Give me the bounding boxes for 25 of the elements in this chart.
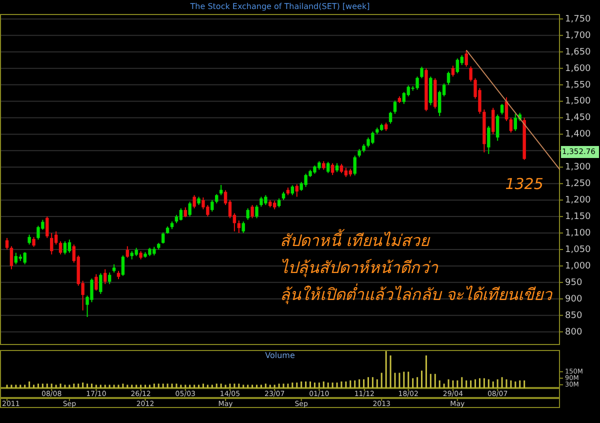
y-tick-label: 950 [565, 278, 582, 288]
y-tick-label: 900 [565, 294, 582, 304]
y-tick-label: 1,500 [565, 96, 592, 107]
y-tick-label: 1,000 [565, 261, 592, 272]
y-tick-label: 1,150 [565, 212, 592, 222]
y-tick-label: 850 [565, 310, 582, 321]
y-tick-label: 1,600 [565, 64, 592, 74]
y-tick-label: 1,750 [565, 14, 592, 24]
y-tick-label: 1,450 [565, 113, 592, 124]
y-tick-label: 1,650 [565, 47, 592, 58]
annotation: ลุ้นให้เปิดต่ำแล้วไล่กลับ จะได้เทียนเขียว [280, 283, 554, 305]
annotation: สัปดาหนี้ เทียนไม่สวย [280, 229, 432, 250]
annotation: ไปลุ้นสัปดาห์หน้าดีกว่า [280, 258, 439, 278]
y-tick-label: 1,250 [565, 179, 592, 190]
chart-title: Volume [265, 351, 295, 360]
y-tick-label: 1,100 [565, 228, 592, 238]
annotation: 1325 [505, 174, 544, 193]
y-tick-label: 1,300 [565, 162, 592, 173]
y-tick-label: 1,050 [565, 244, 592, 255]
y-tick-label: 1,200 [565, 196, 592, 206]
y-tick-label: 800 [565, 327, 582, 338]
chart-title: The Stock Exchange of Thailand(SET) [week] [189, 2, 370, 11]
y-tick-label: 1,700 [565, 30, 592, 41]
y-tick-label: 1,400 [565, 130, 592, 140]
y-tick-label: 1,550 [565, 80, 592, 90]
